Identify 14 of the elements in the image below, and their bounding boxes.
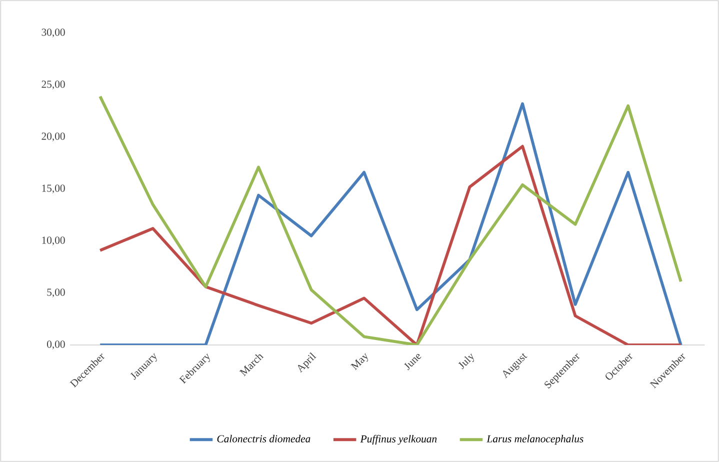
y-tick-label: 10,00: [42, 236, 65, 246]
line-series: [98, 144, 682, 346]
y-tick-label: 30,00: [42, 28, 65, 38]
legend-label: Calonectris diomedea: [217, 434, 310, 442]
y-tick-label: 20,00: [42, 132, 65, 142]
x-tick-label: June: [404, 354, 422, 370]
y-tick-label: 5,00: [47, 288, 65, 298]
y-tick-label: 25,00: [42, 80, 65, 90]
legend-label: Larus melanocephalus: [486, 434, 584, 445]
y-tick-label: 15,00: [42, 184, 65, 194]
x-tick-label: May: [350, 353, 368, 370]
legend-label: Puffinus yelkouan: [360, 434, 437, 445]
x-tick-label: July: [458, 353, 474, 370]
y-tick-label: 0,00: [47, 340, 65, 350]
